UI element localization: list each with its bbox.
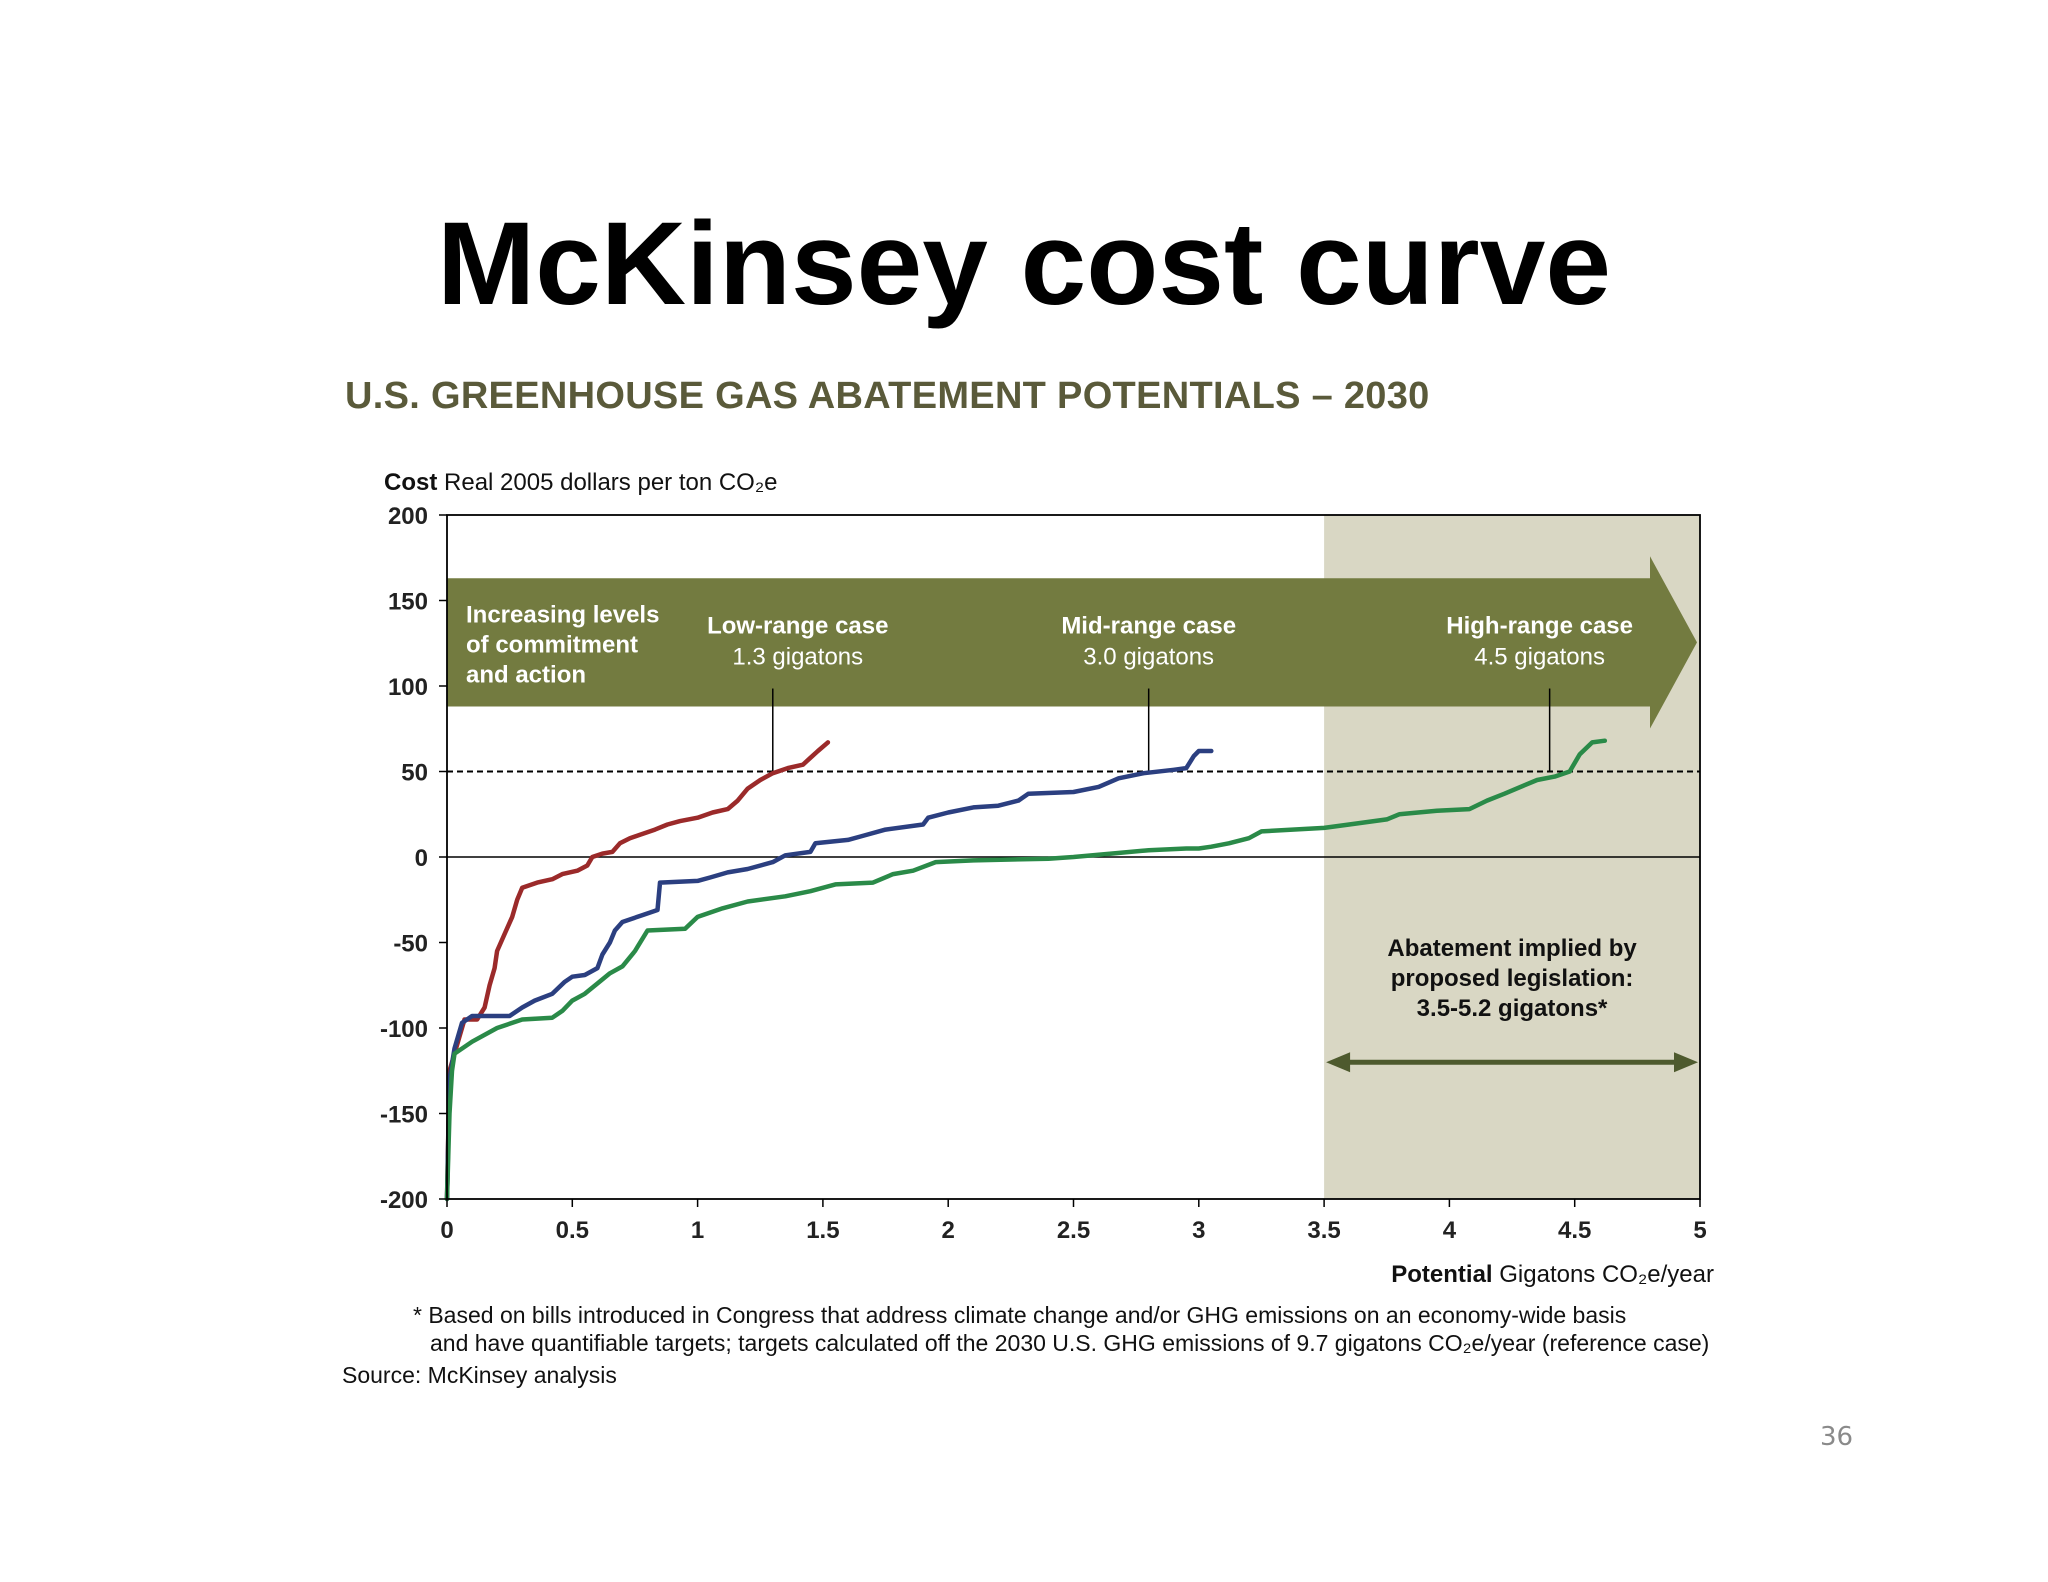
series-line-mid bbox=[444, 748, 1214, 1202]
x-tick-label: 0.5 bbox=[556, 1217, 589, 1244]
legislation-annotation-line: Abatement implied by bbox=[1387, 935, 1637, 962]
y-tick-label: -100 bbox=[380, 1016, 428, 1043]
case-label: High-range case bbox=[1446, 612, 1633, 639]
y-tick-label: 200 bbox=[388, 503, 428, 530]
legislation-arrow-head-right bbox=[1674, 1052, 1698, 1073]
legislation-annotation-line: 3.5-5.2 gigatons* bbox=[1417, 995, 1608, 1022]
commitment-banner-arrow bbox=[447, 556, 1697, 729]
footnote-line-1: * Based on bills introduced in Congress … bbox=[413, 1302, 1627, 1328]
banner-text-line: Increasing levels bbox=[466, 601, 659, 628]
slide-title: McKinsey cost curve bbox=[437, 198, 1611, 330]
x-tick-label: 1.5 bbox=[806, 1217, 839, 1244]
page-number: 36 bbox=[1820, 1422, 1854, 1452]
x-tick-label: 4.5 bbox=[1558, 1217, 1591, 1244]
x-axis-label: Potential Gigatons CO₂e/year bbox=[1391, 1261, 1714, 1288]
footnote-line-2: and have quantifiable targets; targets c… bbox=[430, 1330, 1710, 1356]
y-tick-label: -200 bbox=[380, 1187, 428, 1214]
y-tick-label: 0 bbox=[415, 845, 428, 872]
chart-title: U.S. GREENHOUSE GAS ABATEMENT POTENTIALS… bbox=[345, 375, 1430, 417]
x-tick-label: 2.5 bbox=[1057, 1217, 1090, 1244]
case-value: 1.3 gigatons bbox=[732, 643, 863, 670]
case-label: Mid-range case bbox=[1061, 612, 1236, 639]
y-tick-label: -50 bbox=[393, 931, 428, 958]
x-tick-label: 3.5 bbox=[1307, 1217, 1340, 1244]
y-tick-label: 150 bbox=[388, 589, 428, 616]
banner-text-line: and action bbox=[466, 661, 586, 688]
y-tick-label: 50 bbox=[401, 760, 428, 787]
case-value: 3.0 gigatons bbox=[1083, 643, 1214, 670]
x-tick-label: 2 bbox=[942, 1217, 955, 1244]
y-tick-label: -150 bbox=[380, 1102, 428, 1129]
series-line-low bbox=[444, 740, 831, 1202]
case-value: 4.5 gigatons bbox=[1474, 643, 1605, 670]
x-tick-label: 5 bbox=[1693, 1217, 1706, 1244]
y-axis-label: Cost Real 2005 dollars per ton CO₂e bbox=[384, 469, 778, 496]
banner-text-line: of commitment bbox=[466, 631, 638, 658]
x-tick-label: 4 bbox=[1443, 1217, 1457, 1244]
source-note: Source: McKinsey analysis bbox=[342, 1362, 617, 1388]
series-line-high bbox=[444, 738, 1608, 1202]
case-label: Low-range case bbox=[707, 612, 888, 639]
y-tick-label: 100 bbox=[388, 674, 428, 701]
x-tick-label: 1 bbox=[691, 1217, 704, 1244]
legislation-annotation-line: proposed legislation: bbox=[1391, 965, 1634, 992]
x-tick-label: 0 bbox=[440, 1217, 453, 1244]
x-tick-label: 3 bbox=[1192, 1217, 1205, 1244]
legislation-arrow-head-left bbox=[1326, 1052, 1351, 1073]
